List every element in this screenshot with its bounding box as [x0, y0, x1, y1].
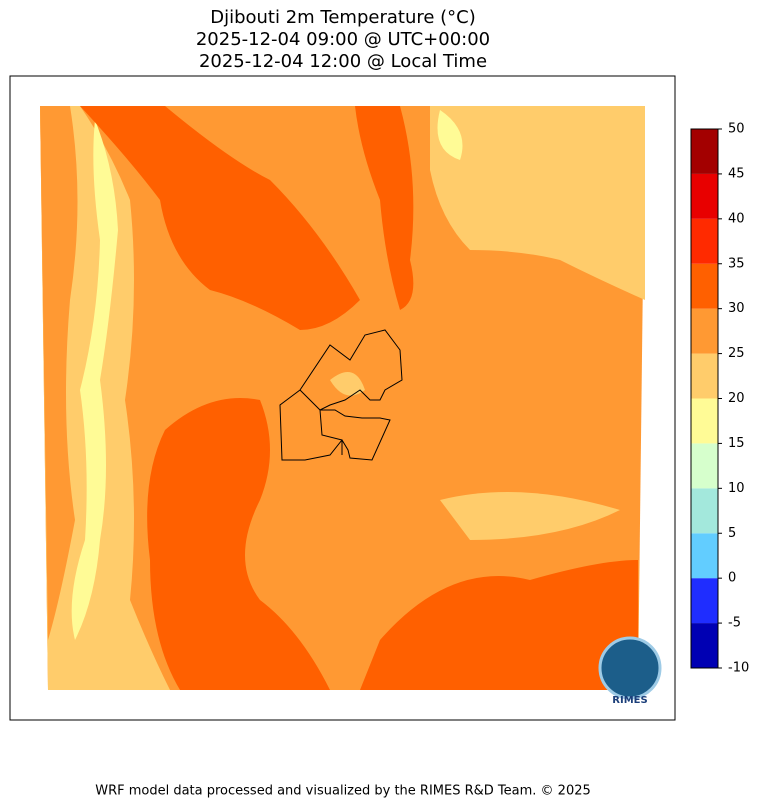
field — [330, 372, 365, 396]
tick-label: 30 — [728, 301, 745, 316]
color-band — [691, 263, 718, 309]
tick-label: 0 — [728, 571, 736, 586]
tick-label: 10 — [728, 481, 745, 496]
tick-label: 15 — [728, 436, 745, 451]
tick-label: 20 — [728, 391, 745, 406]
field — [40, 106, 78, 640]
map: RIMES — [40, 106, 662, 706]
color-band — [691, 578, 718, 624]
color-band — [691, 488, 718, 534]
tick-label: 35 — [728, 256, 745, 271]
title-line: 2025-12-04 09:00 @ UTC+00:00 — [196, 29, 490, 50]
colorbar: -10 -5 0 5 10 15 20 25 30 35 40 45 50 — [690, 122, 749, 676]
field — [437, 110, 463, 160]
title-line: 2025-12-04 12:00 @ Local Time — [199, 51, 487, 72]
color-band — [691, 623, 718, 668]
field — [147, 398, 330, 690]
color-band — [691, 129, 718, 174]
color-band — [691, 533, 718, 579]
tick-label: 25 — [728, 346, 745, 361]
field — [80, 106, 360, 330]
tick-label: 50 — [728, 122, 745, 137]
footer: WRF model data processed and visualized … — [95, 784, 591, 799]
field — [355, 106, 414, 310]
tick-label: -5 — [728, 616, 741, 631]
color-band — [691, 218, 718, 264]
field — [360, 560, 638, 690]
logo-text: RIMES — [612, 695, 647, 706]
field — [440, 492, 620, 540]
tick-label: -10 — [728, 661, 749, 676]
field — [71, 120, 118, 640]
border — [279, 329, 403, 461]
color-band — [691, 308, 718, 354]
color-band — [691, 353, 718, 399]
color-band — [691, 443, 718, 489]
color-band — [691, 398, 718, 444]
tick-label: 40 — [728, 211, 745, 226]
field — [430, 106, 645, 300]
tick-label: 45 — [728, 166, 745, 181]
title-line: Djibouti 2m Temperature (°C) — [210, 7, 476, 28]
color-band — [691, 173, 718, 219]
tick-label: 5 — [728, 526, 736, 541]
logo-emblem — [598, 636, 662, 700]
